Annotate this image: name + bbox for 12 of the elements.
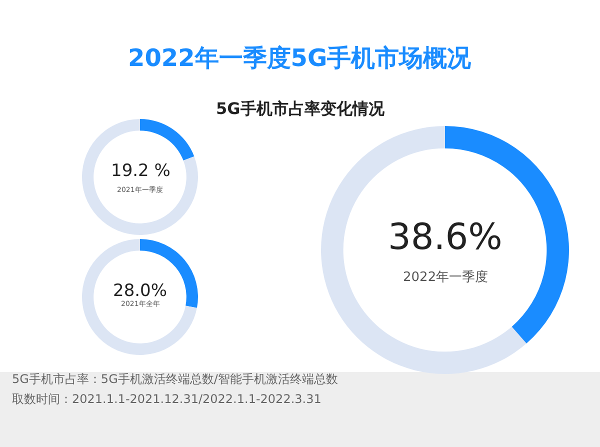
text: 2022年一季度 xyxy=(403,269,488,285)
donut-slice xyxy=(140,119,194,160)
donut-slice xyxy=(82,239,197,355)
donut-slice xyxy=(321,126,526,374)
text: 28.0% xyxy=(113,281,168,301)
text: 5G手机市占率：5G手机激活终端总数/智能手机激活终端总数 xyxy=(12,372,338,386)
text: 5G手机市占率变化情况 xyxy=(216,99,386,118)
text: 2022年一季度5G手机市场概况 xyxy=(128,44,472,72)
text: 19.2 % xyxy=(111,161,170,181)
donut-slice xyxy=(82,119,198,235)
text: 38.6% xyxy=(388,217,502,258)
text: 取数时间：2021.1.1-2021.12.31/2022.1.1-2022.3.31 xyxy=(12,392,322,406)
